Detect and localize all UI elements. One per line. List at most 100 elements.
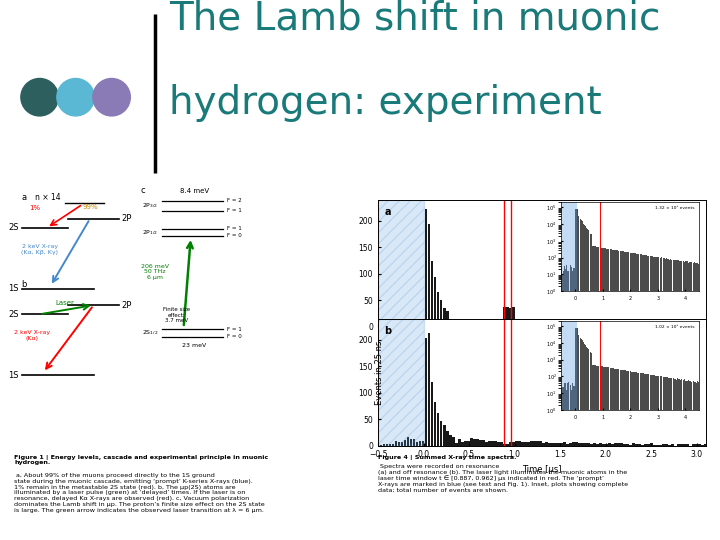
Bar xyxy=(560,324,563,327)
Text: a: a xyxy=(22,193,27,202)
Bar xyxy=(386,326,388,327)
Bar xyxy=(500,442,503,446)
Bar xyxy=(440,300,443,327)
Bar xyxy=(494,441,497,445)
Bar xyxy=(698,326,701,327)
Text: 2S$_{1/2}$: 2S$_{1/2}$ xyxy=(142,329,158,338)
Bar xyxy=(680,444,683,446)
Bar xyxy=(509,308,512,327)
Bar xyxy=(419,441,421,446)
Bar xyxy=(458,438,461,445)
Bar xyxy=(596,324,599,327)
Bar xyxy=(599,325,602,327)
Bar xyxy=(494,323,497,327)
Bar xyxy=(407,436,410,446)
Bar xyxy=(497,442,500,446)
Text: Laser: Laser xyxy=(55,300,74,306)
Bar xyxy=(437,292,439,327)
Bar xyxy=(469,319,472,327)
Bar xyxy=(578,325,581,327)
Bar xyxy=(521,442,523,446)
Bar xyxy=(389,444,392,445)
Bar xyxy=(539,441,541,445)
Bar xyxy=(479,321,482,327)
Bar xyxy=(620,443,623,446)
Bar xyxy=(377,326,379,327)
Bar xyxy=(638,326,641,327)
Bar xyxy=(400,320,403,327)
Bar xyxy=(431,261,433,327)
Text: 1S: 1S xyxy=(8,371,19,380)
Bar xyxy=(379,325,382,327)
Bar xyxy=(581,323,584,327)
Bar xyxy=(500,322,503,327)
Bar xyxy=(578,443,581,445)
Bar xyxy=(512,307,515,327)
Bar xyxy=(419,319,421,327)
Bar xyxy=(539,323,541,327)
Bar xyxy=(377,444,379,446)
Bar xyxy=(590,444,593,446)
Bar xyxy=(602,325,605,327)
Bar xyxy=(488,441,490,445)
Text: Figure 1 | Energy levels, cascade and experimental principle in muonic
hydrogen.: Figure 1 | Energy levels, cascade and ex… xyxy=(14,455,269,465)
Text: Figure 4 | Summed X-ray time spectra.: Figure 4 | Summed X-ray time spectra. xyxy=(378,455,516,460)
Bar xyxy=(647,444,650,445)
Bar xyxy=(400,442,403,446)
Bar xyxy=(503,444,505,445)
Bar xyxy=(629,325,632,327)
Bar xyxy=(584,443,587,445)
Bar xyxy=(389,326,392,327)
Bar xyxy=(599,443,602,446)
Bar xyxy=(527,323,530,327)
Text: Events in 25 ns: Events in 25 ns xyxy=(375,340,384,405)
Bar xyxy=(476,439,479,446)
Bar xyxy=(415,442,418,446)
Text: The Lamb shift in muonic: The Lamb shift in muonic xyxy=(169,0,660,38)
Bar xyxy=(632,443,635,446)
Bar xyxy=(692,325,695,327)
Bar xyxy=(650,443,653,446)
Bar xyxy=(506,307,508,327)
Bar xyxy=(433,402,436,446)
Bar xyxy=(407,323,410,327)
Bar xyxy=(701,326,704,327)
Bar xyxy=(626,444,629,446)
Bar xyxy=(614,324,617,327)
Bar xyxy=(524,322,526,327)
Bar xyxy=(569,323,572,327)
Bar xyxy=(485,322,487,327)
Bar xyxy=(410,439,413,446)
Bar xyxy=(635,444,638,446)
Bar xyxy=(469,438,472,446)
Bar xyxy=(443,308,446,327)
Bar xyxy=(644,444,647,446)
Bar xyxy=(572,325,575,327)
Bar xyxy=(608,443,611,446)
Text: 2S: 2S xyxy=(8,310,19,319)
Text: 2P: 2P xyxy=(122,214,132,223)
Bar xyxy=(536,441,539,445)
Bar xyxy=(422,322,425,327)
Bar xyxy=(476,320,479,327)
Bar xyxy=(608,326,611,327)
Bar xyxy=(638,444,641,446)
Text: Spectra were recorded on resonance
(a) and off resonance (b). The laser light il: Spectra were recorded on resonance (a) a… xyxy=(378,464,628,493)
Bar xyxy=(563,325,566,327)
Bar xyxy=(542,324,545,327)
Bar xyxy=(575,442,577,446)
Text: 2P$_{1/2}$: 2P$_{1/2}$ xyxy=(142,228,158,237)
Bar xyxy=(506,444,508,445)
Bar xyxy=(422,441,425,446)
Bar xyxy=(473,438,475,445)
Bar xyxy=(662,325,665,327)
Bar xyxy=(395,441,397,446)
Bar xyxy=(683,444,686,445)
Bar xyxy=(680,325,683,327)
Bar xyxy=(491,441,494,446)
Text: 1S: 1S xyxy=(8,285,19,293)
Text: F = 0: F = 0 xyxy=(227,334,241,340)
Text: 23 meV: 23 meV xyxy=(181,343,206,348)
Bar xyxy=(605,324,608,327)
Text: F = 1: F = 1 xyxy=(227,208,241,213)
